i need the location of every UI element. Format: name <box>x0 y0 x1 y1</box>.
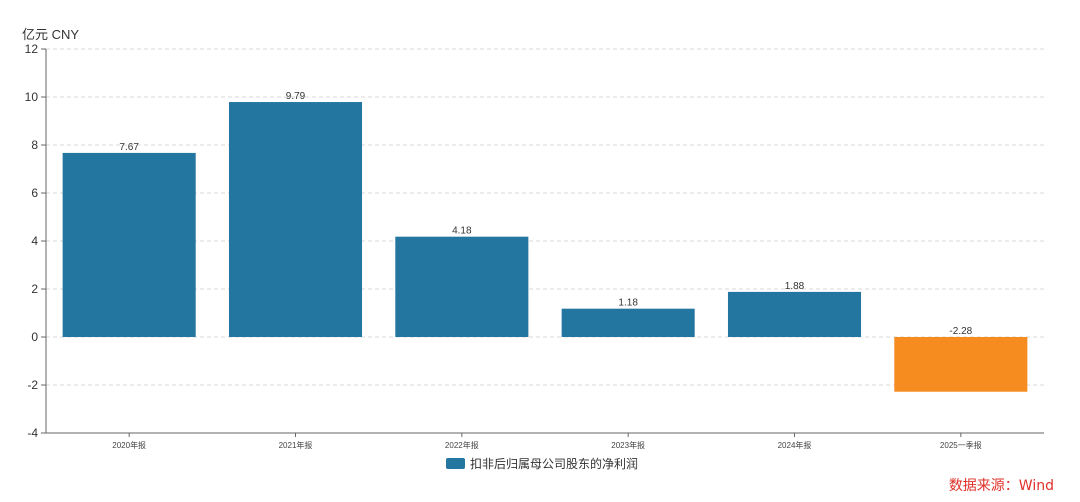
bar <box>894 337 1028 392</box>
y-tick-label: -2 <box>27 378 38 392</box>
data-label: 4.18 <box>452 226 472 237</box>
x-tick-label: 2023年报 <box>611 440 645 450</box>
data-label: 1.88 <box>785 281 805 292</box>
y-tick-label: 6 <box>31 186 38 200</box>
data-label: -2.28 <box>949 326 972 337</box>
data-label: 1.18 <box>618 298 638 309</box>
y-tick-label: -4 <box>27 426 38 440</box>
y-tick-label: 0 <box>31 330 38 344</box>
y-tick-label: 10 <box>25 90 39 104</box>
y-axis-unit-label: 亿元 CNY <box>22 27 80 42</box>
bar <box>561 308 695 337</box>
x-tick-label: 2025一季报 <box>940 440 982 450</box>
y-tick-label: 8 <box>31 138 38 152</box>
y-tick-label: 12 <box>25 42 39 56</box>
data-label: 7.67 <box>119 142 139 153</box>
data-label: 9.79 <box>286 91 306 102</box>
data-source-note: 数据来源：Wind <box>948 478 1054 494</box>
bar <box>727 291 862 337</box>
x-tick-label: 2022年报 <box>445 440 479 450</box>
bar <box>62 152 196 337</box>
y-tick-label: 4 <box>31 234 38 248</box>
bar <box>395 236 529 337</box>
x-tick-label: 2021年报 <box>279 440 313 450</box>
x-tick-label: 2020年报 <box>112 440 146 450</box>
legend-swatch <box>446 458 465 469</box>
x-tick-label: 2024年报 <box>778 440 812 450</box>
legend-label: 扣非后归属母公司股东的净利润 <box>470 457 639 471</box>
legend[interactable]: 扣非后归属母公司股东的净利润 <box>446 455 638 472</box>
bar <box>228 102 363 337</box>
y-tick-label: 2 <box>31 282 38 296</box>
